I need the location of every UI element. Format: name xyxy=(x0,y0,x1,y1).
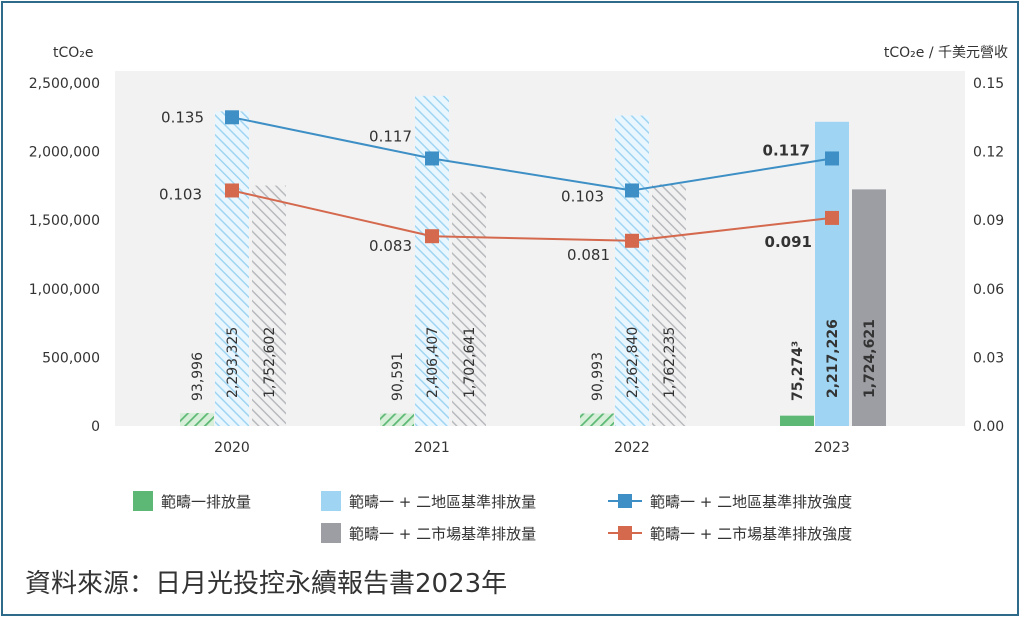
line-value-label: 0.135 xyxy=(161,108,204,126)
bar-3-2022 xyxy=(652,184,686,426)
bar-value-label: 2,262,840 xyxy=(625,327,641,398)
y-tick-left: 1,000,000 xyxy=(29,282,100,298)
legend-label: 範疇一 + 二地區基準排放強度 xyxy=(650,493,852,511)
legend-label: 範疇一排放量 xyxy=(161,493,251,511)
x-tick-label: 2022 xyxy=(614,440,650,456)
legend-swatch xyxy=(133,491,153,511)
line-value-label: 0.091 xyxy=(765,233,812,251)
legend-marker xyxy=(618,494,632,508)
bar-value-label: 2,217,226 xyxy=(825,319,841,398)
bar-value-label: 90,591 xyxy=(390,352,406,401)
line-marker-1-2023 xyxy=(825,151,839,166)
bar-1-2020 xyxy=(180,413,214,426)
source-note: 資料來源：日月光投控永續報告書2023年 xyxy=(25,569,508,599)
line-marker-1-2022 xyxy=(625,183,639,198)
y-tick-left: 500,000 xyxy=(42,350,100,366)
bar-2-2020 xyxy=(215,111,249,427)
bar-2-2022 xyxy=(615,115,649,426)
y-tick-left: 2,500,000 xyxy=(29,76,100,92)
line-series-2 xyxy=(231,189,833,242)
bar-1-2021 xyxy=(380,413,414,426)
bar-value-label: 75,274³ xyxy=(790,341,806,401)
bar-value-label: 1,762,235 xyxy=(662,327,678,398)
left-axis-unit: tCO₂e xyxy=(53,45,94,61)
line-marker-2-2020 xyxy=(225,183,239,198)
x-tick-label: 2021 xyxy=(414,440,450,456)
y-tick-right: 0.12 xyxy=(973,145,1004,161)
line-series-1 xyxy=(231,116,833,192)
y-tick-left: 1,500,000 xyxy=(29,213,100,229)
line-marker-1-2020 xyxy=(225,110,239,125)
bar-value-label: 90,993 xyxy=(590,352,606,401)
bar-3-2023 xyxy=(852,189,886,426)
bar-2-2021 xyxy=(415,95,449,427)
bar-value-label: 2,406,407 xyxy=(425,327,441,398)
y-tick-left: 0 xyxy=(91,419,100,435)
bar-value-label: 93,996 xyxy=(190,352,206,401)
chart-svg: tCO₂e tCO₂e / 千美元營收 0 500,000 1,000,000 1,5… xyxy=(29,45,1008,543)
line-marker-2-2023 xyxy=(825,210,839,225)
line-value-label: 0.103 xyxy=(159,185,202,203)
legend-swatch xyxy=(321,491,341,511)
line-value-label: 0.083 xyxy=(369,237,412,255)
y-tick-right: 0.15 xyxy=(973,76,1004,92)
y-tick-right: 0.09 xyxy=(973,213,1004,229)
line-value-label: 0.081 xyxy=(567,246,610,264)
y-tick-left: 2,000,000 xyxy=(29,145,100,161)
y-tick-right: 0.06 xyxy=(973,282,1004,298)
y-tick-right: 0.00 xyxy=(973,419,1004,435)
bar-3-2020 xyxy=(252,185,286,426)
line-value-label: 0.117 xyxy=(369,127,412,145)
line-marker-2-2021 xyxy=(425,229,439,244)
line-value-label: 0.103 xyxy=(561,187,604,205)
legend-marker xyxy=(618,526,632,540)
x-tick-label: 2020 xyxy=(214,440,250,456)
legend-label: 範疇一 + 二市場基準排放強度 xyxy=(650,525,852,543)
y-tick-right: 0.03 xyxy=(973,350,1004,366)
bar-2-2023 xyxy=(815,121,849,426)
x-tick-label: 2023 xyxy=(814,440,850,456)
legend-label: 範疇一 + 二地區基準排放量 xyxy=(349,493,536,511)
bar-value-label: 2,293,325 xyxy=(225,327,241,398)
bar-value-label: 1,752,602 xyxy=(262,327,278,398)
legend-label: 範疇一 + 二市場基準排放量 xyxy=(349,525,536,543)
bar-3-2021 xyxy=(452,192,486,426)
line-marker-1-2021 xyxy=(425,151,439,166)
bar-value-label: 1,724,621 xyxy=(862,319,878,398)
line-value-label: 0.117 xyxy=(763,141,810,159)
bar-1-2022 xyxy=(580,413,614,426)
right-axis-unit: tCO₂e / 千美元營收 xyxy=(884,45,1008,61)
line-marker-2-2022 xyxy=(625,233,639,248)
bar-1-2023 xyxy=(780,415,814,426)
bar-value-label: 1,702,641 xyxy=(462,327,478,398)
legend-swatch xyxy=(321,523,341,543)
